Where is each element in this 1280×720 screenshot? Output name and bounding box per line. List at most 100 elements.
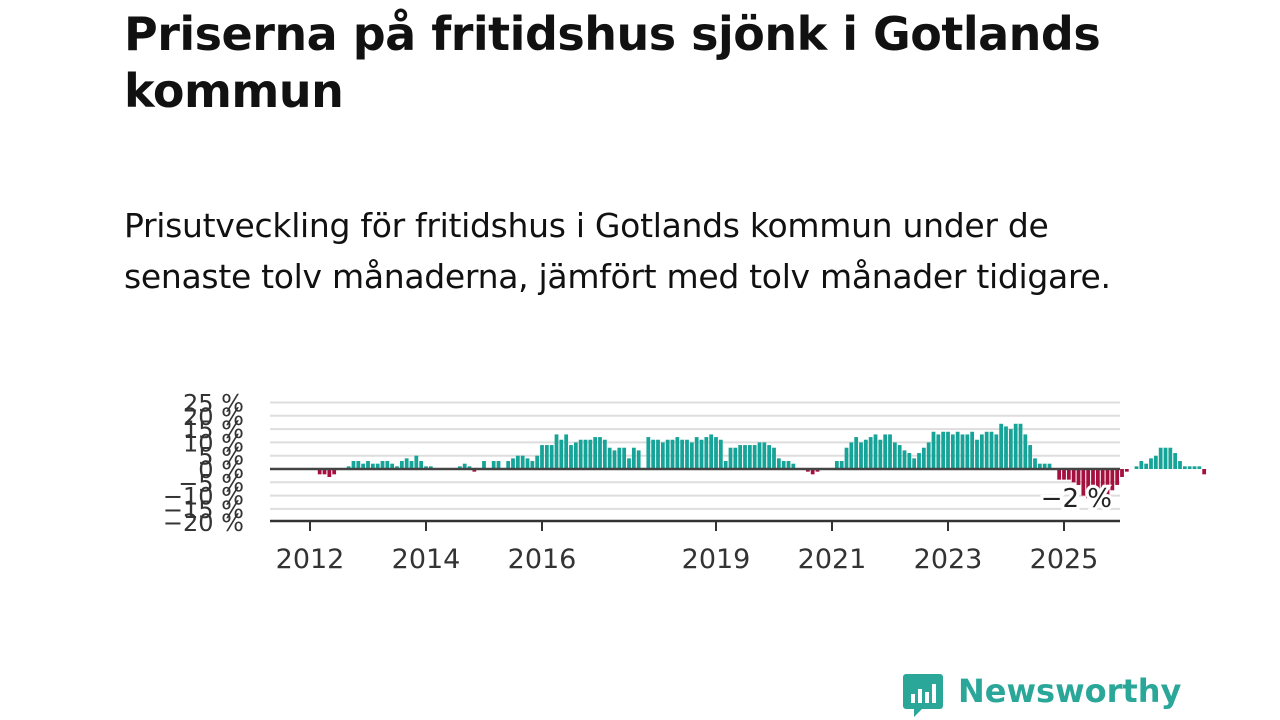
x-tick-label: 2019 (682, 544, 751, 575)
bar (854, 437, 859, 469)
y-axis-labels: −20 %−15 %−10 %−5 %0 %5 %10 %15 %20 %25 … (163, 390, 244, 538)
bar (409, 461, 414, 469)
bar (989, 431, 994, 469)
bar (395, 466, 399, 469)
bar (1168, 447, 1173, 469)
bar (897, 445, 902, 469)
bar (583, 439, 588, 469)
bar (1066, 469, 1071, 480)
bar (1120, 469, 1124, 477)
bar (428, 466, 433, 469)
x-tick-label: 2021 (798, 544, 867, 575)
bar (327, 469, 332, 477)
bar (781, 461, 786, 469)
bar (1086, 469, 1091, 499)
bar (317, 469, 322, 475)
bar (752, 445, 757, 469)
bar (762, 442, 767, 469)
bar (1047, 463, 1052, 469)
bar (776, 458, 781, 469)
bar (1042, 463, 1047, 469)
bar (482, 461, 486, 469)
bar (375, 463, 380, 469)
bar (955, 431, 960, 469)
bar (598, 437, 602, 469)
y-tick-label: −15 % (163, 496, 244, 524)
bar (892, 442, 897, 469)
bar (1062, 469, 1066, 480)
bar (322, 469, 327, 475)
bar (1182, 466, 1187, 469)
bar (1178, 461, 1182, 469)
bar (564, 434, 569, 469)
bar (515, 455, 520, 469)
bar (1004, 426, 1008, 469)
x-tick-label: 2014 (392, 544, 461, 575)
bar (1095, 469, 1100, 504)
bar (791, 463, 796, 469)
bar (646, 437, 651, 469)
bar (718, 439, 723, 469)
bar (1124, 469, 1129, 472)
bar (839, 461, 844, 469)
bar (685, 439, 689, 469)
bar (351, 461, 356, 469)
bar (941, 431, 946, 469)
bar (1071, 469, 1076, 483)
bar (602, 439, 607, 469)
bar (1008, 429, 1013, 469)
bar (366, 461, 370, 469)
bar (578, 439, 583, 469)
bar (844, 447, 849, 469)
bar (786, 461, 791, 469)
newsworthy-logo[interactable]: Newsworthy (902, 670, 1181, 718)
bar (946, 431, 950, 469)
bar (873, 434, 878, 469)
bar (1173, 453, 1178, 469)
bar (709, 434, 714, 469)
bar (994, 434, 999, 469)
bar (424, 466, 428, 469)
bar (496, 461, 501, 469)
x-tick-label: 2016 (508, 544, 577, 575)
bar (728, 447, 733, 469)
bar (1081, 469, 1086, 496)
bar (1144, 463, 1149, 469)
bar (544, 445, 549, 469)
bar (714, 437, 718, 469)
y-tick-label: −20 % (163, 509, 244, 537)
y-tick-label: 5 % (198, 443, 244, 471)
bar (332, 469, 337, 475)
bar (540, 445, 544, 469)
bar (1105, 469, 1110, 499)
bar (912, 458, 917, 469)
bar (1033, 458, 1037, 469)
bar (926, 442, 931, 469)
bar (520, 455, 525, 469)
bar (868, 437, 873, 469)
y-tick-label: 20 % (183, 403, 244, 431)
bar (549, 445, 554, 469)
bar (651, 439, 656, 469)
bar (414, 455, 419, 469)
bar (636, 450, 641, 469)
bar (573, 442, 578, 469)
newsworthy-logo-icon (903, 674, 943, 717)
y-tick-label: 25 % (183, 390, 244, 418)
last-value-label: −2 % (1041, 484, 1112, 514)
bar (1163, 447, 1168, 469)
bar (1134, 466, 1139, 469)
y-tick-label: 0 % (198, 456, 244, 484)
bar (399, 461, 404, 469)
bar (1028, 445, 1033, 469)
bar (356, 461, 361, 469)
bar (660, 442, 665, 469)
bar (694, 437, 699, 469)
bar (370, 463, 375, 469)
bar-chart: −20 %−15 %−10 %−5 %0 %5 %10 %15 %20 %25 … (163, 390, 1207, 575)
bar (917, 453, 921, 469)
bar (588, 439, 593, 469)
bar (1018, 423, 1023, 469)
bar (859, 442, 863, 469)
bar (612, 450, 617, 469)
